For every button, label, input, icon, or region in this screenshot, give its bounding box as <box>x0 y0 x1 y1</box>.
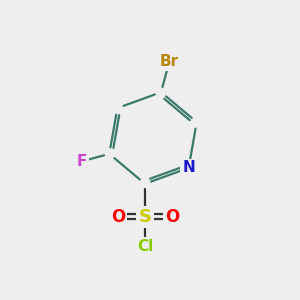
Text: O: O <box>111 208 125 226</box>
Text: N: N <box>182 160 195 175</box>
Text: Cl: Cl <box>137 239 153 254</box>
Text: O: O <box>165 208 179 226</box>
Text: Br: Br <box>160 54 179 69</box>
Text: S: S <box>138 208 152 226</box>
Text: F: F <box>76 154 87 169</box>
